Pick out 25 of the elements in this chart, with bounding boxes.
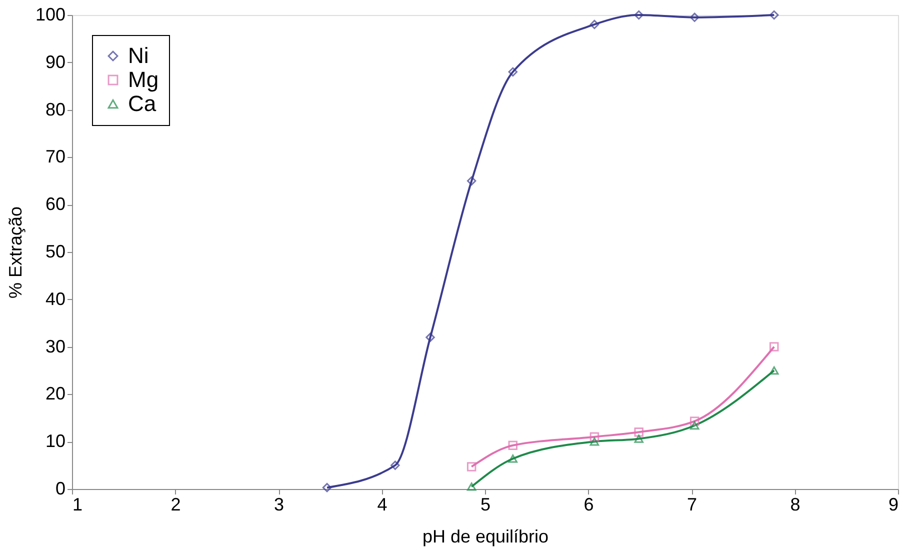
- x-tick-label: 7: [686, 494, 698, 514]
- y-tick-label: 70: [45, 146, 66, 167]
- legend-label: Ni: [128, 43, 149, 68]
- y-tick-label: 60: [45, 194, 66, 214]
- y-tick-label: 50: [45, 242, 66, 262]
- x-tick-label: 9: [888, 494, 898, 514]
- x-tick-label: 2: [170, 494, 181, 514]
- y-tick-label: 10: [45, 431, 66, 452]
- y-tick-label: 30: [45, 336, 66, 356]
- x-tick-label: 3: [274, 494, 284, 514]
- legend-label: Mg: [128, 67, 159, 92]
- x-tick-label: 5: [480, 494, 491, 514]
- x-tick-label: 6: [584, 494, 594, 514]
- y-tick-label: 90: [45, 52, 66, 72]
- legend-label: Ca: [128, 91, 157, 116]
- y-tick-label: 100: [35, 4, 66, 24]
- y-tick-label: 20: [45, 384, 66, 404]
- x-tick-label: 1: [72, 494, 83, 514]
- x-tick-label: 8: [790, 494, 800, 514]
- y-axis-title: % Extração: [5, 206, 26, 299]
- y-tick-label: 80: [45, 99, 66, 120]
- y-tick-label: 0: [55, 478, 66, 498]
- x-tick-label: 4: [377, 494, 388, 514]
- y-tick-label: 40: [45, 288, 66, 309]
- x-axis-title: pH de equilíbrio: [422, 526, 549, 546]
